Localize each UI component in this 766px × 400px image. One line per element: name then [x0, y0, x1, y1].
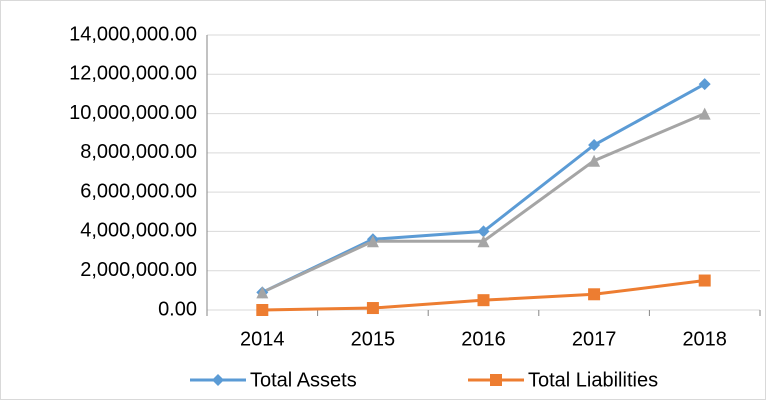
- y-tick-label: 12,000,000.00: [69, 63, 197, 85]
- data-point: [366, 235, 379, 248]
- x-tick-label: 2016: [461, 328, 506, 350]
- data-point: [588, 154, 601, 167]
- y-tick-label: 4,000,000.00: [80, 220, 197, 242]
- data-point: [477, 235, 490, 248]
- y-tick-label: 14,000,000.00: [69, 23, 197, 45]
- y-tick-label: 8,000,000.00: [80, 141, 197, 163]
- x-tick-label: 2015: [351, 328, 396, 350]
- data-point: [256, 304, 269, 316]
- y-tick-label: 2,000,000.00: [80, 259, 197, 281]
- legend-label: Total Assets: [250, 369, 357, 391]
- data-point: [256, 286, 269, 299]
- x-tick-label: 2014: [240, 328, 285, 350]
- data-point: [477, 225, 490, 238]
- data-point: [366, 302, 379, 315]
- data-point: [698, 274, 711, 287]
- data-point: [477, 294, 490, 307]
- legend-label: Total Liabilities: [528, 369, 658, 391]
- data-point: [698, 107, 711, 120]
- data-point: [588, 288, 601, 301]
- y-tick-label: 0.00: [158, 298, 197, 320]
- legend-marker: [212, 374, 224, 386]
- x-tick-label: 2017: [572, 328, 617, 350]
- data-point: [588, 139, 601, 151]
- legend-marker: [490, 374, 502, 386]
- data-point: [698, 78, 711, 91]
- y-tick-label: 10,000,000.00: [69, 102, 197, 124]
- y-tick-label: 6,000,000.00: [80, 180, 197, 202]
- x-tick-label: 2018: [682, 328, 727, 350]
